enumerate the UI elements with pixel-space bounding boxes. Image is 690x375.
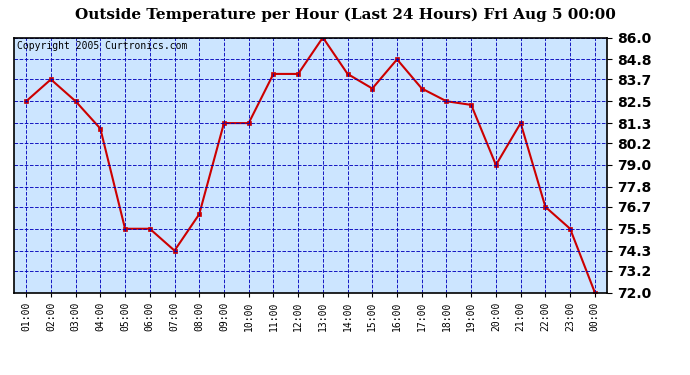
Text: Outside Temperature per Hour (Last 24 Hours) Fri Aug 5 00:00: Outside Temperature per Hour (Last 24 Ho… [75,8,615,22]
Text: Copyright 2005 Curtronics.com: Copyright 2005 Curtronics.com [17,41,187,51]
